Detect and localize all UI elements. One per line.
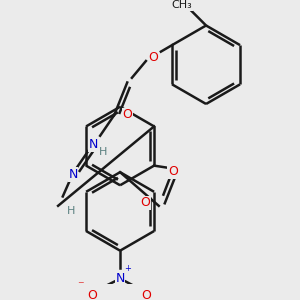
Text: N: N: [68, 168, 78, 181]
Text: ⁻: ⁻: [77, 280, 84, 293]
Text: O: O: [141, 289, 151, 300]
Text: O: O: [87, 289, 97, 300]
Text: O: O: [122, 108, 132, 121]
Text: O: O: [148, 51, 158, 64]
Text: N: N: [116, 272, 125, 285]
Text: H: H: [99, 147, 107, 157]
Text: O: O: [168, 165, 178, 178]
Text: O: O: [141, 196, 151, 209]
Text: CH₃: CH₃: [171, 0, 192, 10]
Text: N: N: [89, 138, 98, 151]
Text: +: +: [124, 264, 131, 273]
Text: H: H: [67, 206, 75, 216]
